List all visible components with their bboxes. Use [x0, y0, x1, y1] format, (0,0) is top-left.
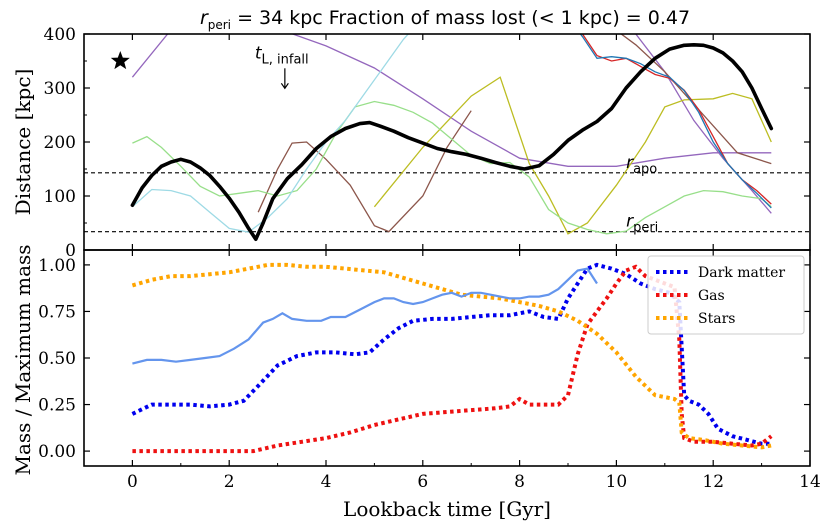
- r-apo-label: rapo: [626, 153, 657, 177]
- r-apo-symbol: r: [626, 153, 634, 173]
- chart-title: rperi = 34 kpc Fraction of mass lost (< …: [200, 7, 690, 32]
- bottom-ytick-label: 0.25: [38, 396, 76, 416]
- xtick-label: 0: [127, 472, 138, 492]
- title-rest: = 34 kpc Fraction of mass lost (< 1 kpc)…: [231, 7, 690, 29]
- main-orbit-track: [130, 43, 774, 241]
- xtick-label: 2: [224, 472, 235, 492]
- r-peri-label: rperi: [626, 212, 658, 236]
- legend-label: Stars: [698, 311, 735, 327]
- top-annotations: rapo rperi tL, infall: [110, 43, 658, 236]
- bottom-ylabel: Mass / Maximum mass: [11, 244, 35, 475]
- legend-label: Dark matter: [698, 265, 785, 281]
- infall-label: tL, infall: [255, 43, 309, 67]
- orbit-track-blue: [579, 34, 772, 209]
- title-r-subscript: peri: [208, 18, 231, 32]
- mass-series: [131, 262, 773, 454]
- r-apo-subscript: apo: [633, 162, 657, 177]
- top-ytick-label: 200: [44, 133, 76, 153]
- xlabel: Lookback time [Gyr]: [343, 497, 551, 521]
- xtick-label: 14: [799, 472, 821, 492]
- bottom-ytick-label: 0.75: [38, 302, 76, 322]
- star-marker-icon: [110, 51, 130, 70]
- orbit-track-red: [581, 34, 772, 205]
- legend-box: [647, 255, 805, 335]
- xtick-label: 6: [417, 472, 428, 492]
- title-r-symbol: r: [200, 7, 209, 29]
- orbit-track-brown-late: [620, 34, 772, 165]
- reference-lines: [84, 172, 810, 233]
- top-ytick-label: 400: [44, 25, 76, 45]
- top-ytick-label: 0: [65, 241, 76, 261]
- top-ylabel: Distance [kpc]: [11, 69, 35, 216]
- r-peri-subscript: peri: [633, 221, 658, 236]
- legend-label: Gas: [698, 288, 725, 304]
- infall-arrow-icon: [280, 68, 289, 90]
- xtick-label: 10: [606, 472, 628, 492]
- r-peri-symbol: r: [626, 212, 634, 232]
- infall-symbol: t: [255, 43, 263, 63]
- infall-subscript: L, infall: [262, 52, 309, 67]
- top-ytick-label: 300: [44, 79, 76, 99]
- xtick-label: 8: [514, 472, 525, 492]
- orbit-track-light-green: [132, 100, 772, 235]
- bottom-ytick-label: 0.50: [38, 349, 76, 369]
- bottom-axes: 0.00 0.25 0.50 0.75 1.00 0 2 4 6 8 10 12 14: [38, 249, 821, 492]
- bottom-ytick-label: 1.00: [38, 256, 76, 276]
- legend: Dark matter Gas Stars: [647, 255, 805, 335]
- series-gas: [132, 264, 773, 454]
- orbit-track-olive: [373, 76, 772, 235]
- top-frame: [83, 33, 811, 251]
- top-ytick-label: 100: [44, 187, 76, 207]
- orbit-track-purple-a: [131, 34, 772, 167]
- orbit-track-light-blue: [131, 34, 410, 233]
- xtick-label: 4: [321, 472, 332, 492]
- xtick-label: 12: [702, 472, 724, 492]
- infall-arrow-head: [280, 82, 289, 90]
- series-stars: [131, 262, 772, 450]
- orbit-tracks: [130, 34, 774, 241]
- bottom-panel: 0.000.250.500.751.000 2 4 6 8 10 12 14 Mass / M…: [11, 244, 821, 521]
- orbit-track-brown: [257, 110, 472, 233]
- series-total: [132, 267, 598, 365]
- bottom-ytick-label: 0.00: [38, 442, 76, 462]
